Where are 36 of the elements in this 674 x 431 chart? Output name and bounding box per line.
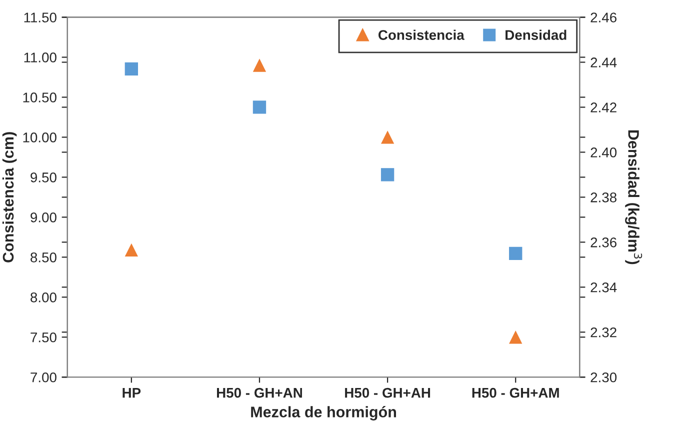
point <box>380 168 394 182</box>
y2-axis-title: Densidad (kg/dm$^{3}$) <box>625 130 642 264</box>
point <box>380 130 394 144</box>
y-axis-title: Consistencia (cm) <box>2 132 17 262</box>
x-tick-label: H50 - GH+AN <box>217 388 302 398</box>
y2-tick-label: 2.38 <box>590 192 616 202</box>
legend-label: Densidad <box>506 30 566 40</box>
y2-tick-label: 2.40 <box>590 148 617 158</box>
y2-tick-label: 2.46 <box>590 12 616 22</box>
y2-tick-label: 2.36 <box>590 238 616 248</box>
x-tick-label: HP <box>122 388 141 398</box>
point <box>252 100 266 114</box>
y-tick-label: 9.50 <box>30 172 56 182</box>
y-tick-label: 11.00 <box>24 52 56 62</box>
point <box>124 243 138 257</box>
y-tick-label: 10.00 <box>23 132 56 142</box>
x-axis-title: Mezcla de hormigón <box>251 406 396 420</box>
y-tick-label: 8.00 <box>30 292 56 302</box>
y2-tick-label: 2.42 <box>590 102 616 112</box>
point <box>509 246 522 260</box>
y2-tick-label: 2.44 <box>590 58 617 68</box>
y2-tick-label: 2.34 <box>590 282 617 292</box>
y-tick-label: 7.50 <box>30 332 56 342</box>
y2-tick-label: 2.32 <box>590 327 616 338</box>
point <box>509 330 522 344</box>
y-tick-label: 11.50 <box>24 12 56 22</box>
y-tick-label: 7.00 <box>30 372 56 382</box>
y-tick-label: 9.00 <box>30 212 56 222</box>
x-tick-label: H50 - GH+AH <box>345 388 430 398</box>
y2-tick-label: 2.30 <box>590 372 617 382</box>
point <box>124 62 138 76</box>
point <box>252 58 266 72</box>
y-tick-label: 10.50 <box>23 92 56 102</box>
y-tick-label: 8.50 <box>30 252 56 262</box>
legend-label: Consistencia <box>378 30 464 40</box>
x-tick-label: H50 - GH+AM <box>472 388 559 398</box>
